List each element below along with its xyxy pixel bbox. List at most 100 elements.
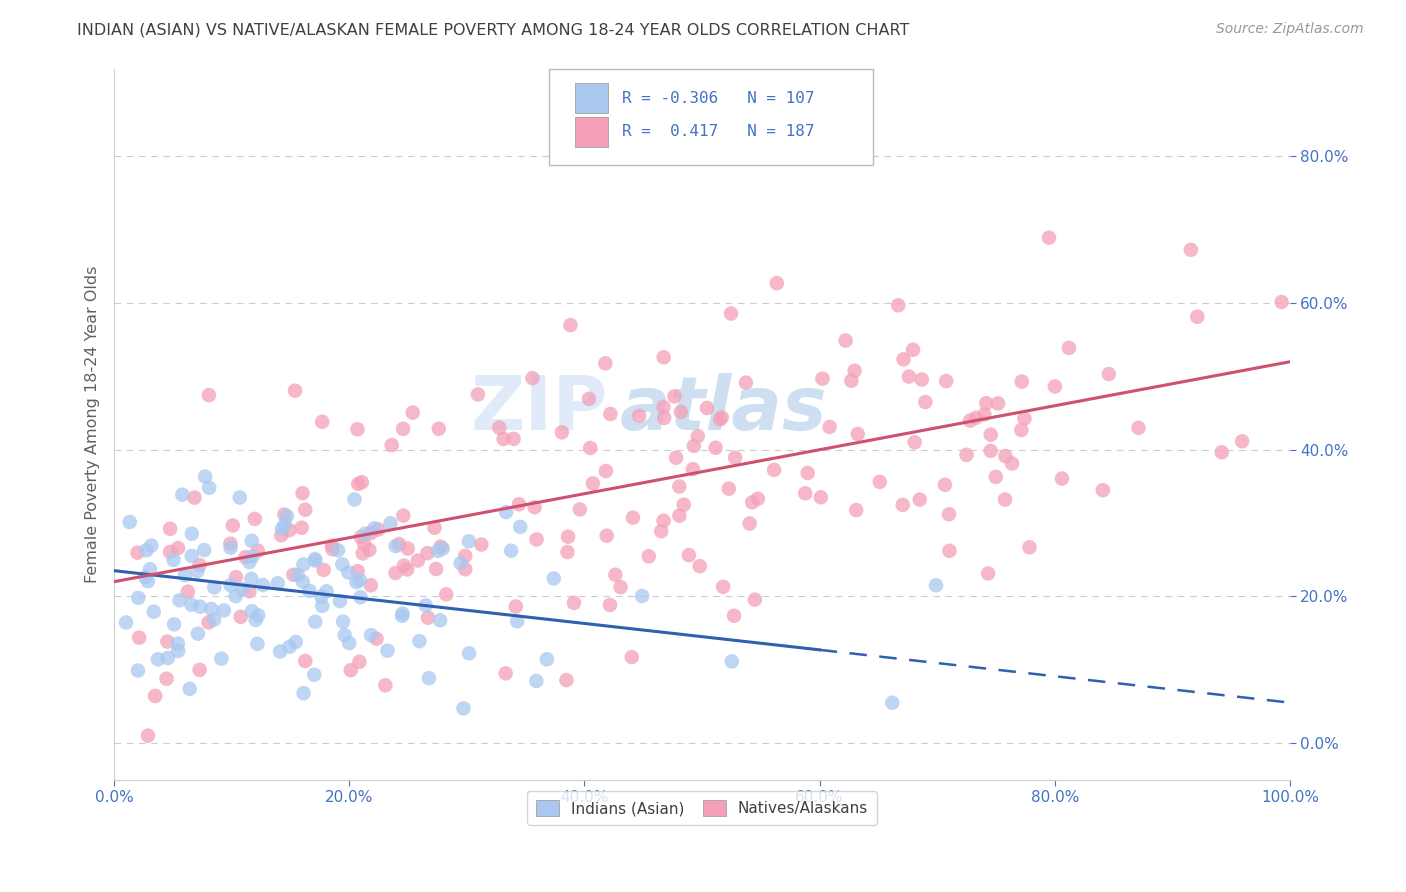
Point [315, 584, 337, 599]
Point [177, 584, 200, 599]
Point [240, 572, 263, 586]
Point [652, 400, 675, 414]
Point [551, 425, 574, 440]
Point [346, 422, 368, 436]
Point [720, 307, 742, 321]
Point [904, 435, 927, 450]
Point [270, 528, 292, 542]
Point [508, 497, 530, 511]
Point [887, 298, 910, 312]
Point [134, 570, 156, 584]
Point [240, 533, 263, 548]
Point [1187, 310, 1209, 324]
Point [506, 614, 529, 628]
Point [1091, 483, 1114, 498]
Point [271, 522, 294, 536]
Point [1050, 471, 1073, 485]
Point [765, 276, 787, 290]
Text: INDIAN (ASIAN) VS NATIVE/ALASKAN FEMALE POVERTY AMONG 18-24 YEAR OLDS CORRELATIO: INDIAN (ASIAN) VS NATIVE/ALASKAN FEMALE … [77, 22, 910, 37]
Point [457, 534, 479, 549]
Point [292, 558, 315, 572]
Point [360, 526, 382, 541]
Point [354, 526, 377, 541]
Point [1211, 445, 1233, 459]
Point [557, 530, 579, 544]
Point [367, 523, 389, 537]
Point [723, 608, 745, 623]
Y-axis label: Female Poverty Among 18-24 Year Olds: Female Poverty Among 18-24 Year Olds [86, 266, 100, 582]
Point [869, 475, 891, 489]
Point [396, 562, 419, 576]
Point [330, 558, 353, 572]
Point [458, 646, 481, 660]
Point [560, 318, 582, 332]
Point [938, 508, 960, 522]
Text: atlas: atlas [620, 374, 827, 446]
Point [326, 543, 349, 558]
Point [427, 422, 450, 436]
Point [450, 556, 472, 570]
Point [229, 609, 252, 624]
Point [396, 541, 419, 556]
Point [980, 427, 1002, 442]
Point [179, 681, 201, 696]
Point [311, 599, 333, 613]
Point [696, 401, 718, 415]
Point [974, 396, 997, 410]
Point [911, 372, 934, 386]
Point [212, 603, 235, 617]
Point [536, 652, 558, 666]
Point [346, 575, 368, 590]
Point [406, 553, 429, 567]
Point [938, 543, 960, 558]
Point [238, 555, 260, 569]
Point [283, 567, 305, 582]
Point [353, 537, 375, 551]
Point [225, 589, 247, 603]
Point [162, 553, 184, 567]
Point [294, 654, 316, 668]
Point [363, 521, 385, 535]
Point [689, 559, 711, 574]
Point [391, 607, 413, 621]
Point [188, 558, 211, 573]
Point [994, 492, 1017, 507]
Point [841, 374, 863, 388]
Point [278, 640, 301, 654]
Point [180, 598, 202, 612]
Point [136, 574, 159, 589]
Point [350, 475, 373, 490]
Point [229, 491, 252, 505]
Point [312, 563, 335, 577]
Point [425, 562, 447, 576]
Point [118, 515, 141, 529]
Point [1230, 434, 1253, 449]
Point [882, 696, 904, 710]
Point [136, 729, 159, 743]
Point [628, 409, 651, 423]
Point [266, 576, 288, 591]
Point [127, 664, 149, 678]
Point [595, 356, 617, 370]
Point [495, 505, 517, 519]
Point [346, 564, 368, 578]
Point [291, 486, 314, 500]
Point [347, 476, 370, 491]
Point [562, 596, 585, 610]
Point [298, 583, 321, 598]
Point [408, 634, 430, 648]
Point [219, 578, 242, 592]
Point [115, 615, 138, 630]
Point [352, 546, 374, 560]
Point [1038, 230, 1060, 244]
Point [709, 412, 731, 426]
Point [337, 566, 360, 580]
Point [416, 546, 439, 560]
Point [360, 628, 382, 642]
Point [505, 599, 527, 614]
Point [366, 632, 388, 646]
Point [402, 406, 425, 420]
Point [994, 449, 1017, 463]
Point [156, 651, 179, 665]
Point [704, 441, 727, 455]
